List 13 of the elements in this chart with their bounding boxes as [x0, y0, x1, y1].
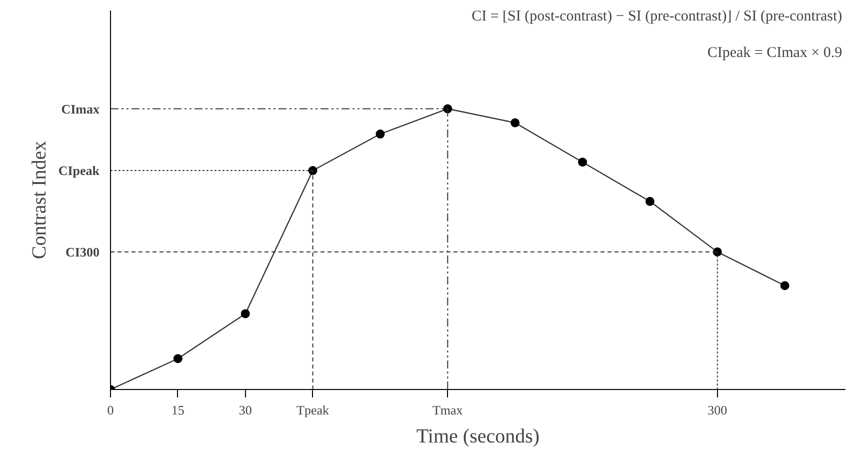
x-tick-label: 30 [238, 402, 252, 418]
x-tick-label: 300 [708, 402, 728, 418]
text: CIpeak = CImax × 0.9 [707, 45, 842, 62]
y-axis-title: Contrast Index [28, 140, 50, 260]
x-axis-title: Time (seconds) [416, 426, 540, 448]
x-tick-label: 0 [107, 402, 114, 418]
x-tick-label: 15 [171, 402, 184, 418]
ref-line-label: CI300 [66, 244, 100, 260]
x-tick-label: Tmax [432, 402, 464, 418]
text: CI = [SI (post-contrast) − SI (pre-contrast)] / SI (pre-contrast) [472, 8, 842, 25]
ref-line-label: CImax [61, 101, 100, 116]
x-tick-label: Tpeak [296, 402, 330, 418]
ref-line-label: CIpeak [58, 163, 100, 178]
